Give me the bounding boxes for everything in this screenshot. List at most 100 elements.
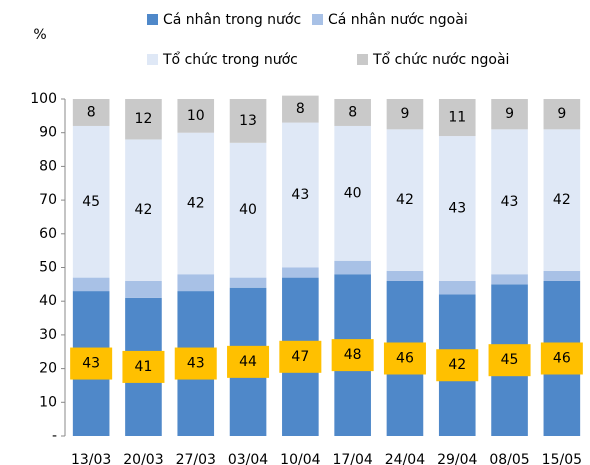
bar-segment bbox=[386, 99, 424, 130]
x-tick-label: 15/05 bbox=[542, 452, 582, 465]
y-tick-label: 10 bbox=[39, 394, 57, 410]
bar-segment bbox=[229, 142, 267, 278]
x-tick-label: 29/04 bbox=[437, 452, 477, 465]
value-label: 41 bbox=[135, 359, 153, 375]
bar-segment bbox=[125, 139, 162, 281]
bar-segment bbox=[438, 136, 476, 281]
value-label-box bbox=[227, 345, 270, 378]
bar-segment bbox=[334, 260, 371, 275]
value-label-box bbox=[436, 349, 479, 382]
x-tick-label: 24/04 bbox=[385, 452, 425, 465]
value-label: 43 bbox=[501, 194, 519, 210]
value-label-box bbox=[70, 347, 113, 380]
value-label: 42 bbox=[187, 195, 205, 211]
y-tick-label: 20 bbox=[39, 361, 57, 377]
value-label: 48 bbox=[344, 347, 362, 363]
value-label: 8 bbox=[348, 104, 357, 120]
value-label: 45 bbox=[501, 352, 519, 368]
legend-swatch bbox=[312, 14, 323, 25]
value-label: 40 bbox=[239, 202, 257, 218]
value-label: 9 bbox=[505, 106, 514, 122]
value-label-box bbox=[122, 350, 165, 383]
legend-label: Tổ chức nước ngoài bbox=[372, 51, 509, 68]
bar-segment bbox=[72, 99, 110, 126]
value-label: 10 bbox=[187, 108, 205, 124]
bar-segment bbox=[543, 129, 581, 271]
bar-segment bbox=[229, 277, 267, 288]
x-tick-label: 20/03 bbox=[123, 452, 163, 465]
y-tick-label: 40 bbox=[39, 293, 57, 309]
y-tick-label: 70 bbox=[39, 192, 57, 208]
value-label-box bbox=[540, 342, 583, 375]
bar-segment bbox=[72, 125, 110, 278]
value-label: 42 bbox=[553, 192, 571, 208]
y-tick-label: 90 bbox=[39, 125, 57, 141]
legend-label: Tổ chức trong nước bbox=[162, 51, 298, 68]
bar-segment bbox=[543, 270, 581, 281]
value-label: 40 bbox=[344, 185, 362, 201]
bar-segment bbox=[125, 99, 162, 140]
bar-segment bbox=[229, 99, 267, 143]
value-label: 11 bbox=[448, 110, 466, 126]
legend-label: Cá nhân trong nước bbox=[163, 12, 301, 28]
value-label: 43 bbox=[291, 187, 309, 203]
value-label: 13 bbox=[239, 113, 257, 129]
x-tick-label: 10/04 bbox=[280, 452, 320, 465]
bar-segment bbox=[438, 280, 476, 295]
value-label: 8 bbox=[296, 101, 305, 117]
value-label-box bbox=[383, 342, 426, 375]
bar-segment bbox=[282, 267, 319, 278]
value-label-box bbox=[488, 344, 531, 377]
bar-segment bbox=[334, 99, 371, 126]
value-label: 45 bbox=[82, 194, 100, 210]
y-axis-label: % bbox=[33, 27, 46, 43]
bar-segment bbox=[334, 125, 371, 261]
y-tick-label: - bbox=[52, 428, 57, 444]
value-label: 43 bbox=[448, 201, 466, 217]
x-tick-label: 13/03 bbox=[71, 452, 111, 465]
value-label-box bbox=[174, 347, 217, 380]
bar-segment bbox=[491, 274, 528, 285]
bar-segment bbox=[543, 99, 581, 130]
bar-segment bbox=[386, 129, 424, 271]
bar-segment bbox=[125, 280, 162, 298]
x-tick-label: 08/05 bbox=[489, 452, 529, 465]
value-label: 47 bbox=[291, 349, 309, 365]
bar-segment bbox=[491, 129, 528, 275]
value-label: 8 bbox=[87, 104, 96, 120]
bar-segment bbox=[177, 132, 215, 275]
value-label: 42 bbox=[135, 202, 153, 218]
legend-swatch bbox=[147, 54, 158, 65]
y-tick-label: 30 bbox=[39, 327, 57, 343]
x-tick-label: 27/03 bbox=[176, 452, 216, 465]
bar-segment bbox=[282, 95, 319, 123]
x-tick-label: 03/04 bbox=[228, 452, 268, 465]
bar-segment bbox=[386, 270, 424, 281]
value-label: 43 bbox=[187, 356, 205, 372]
bar-segment bbox=[282, 122, 319, 268]
x-tick-label: 17/04 bbox=[332, 452, 372, 465]
value-label: 44 bbox=[239, 354, 257, 370]
value-label: 43 bbox=[82, 356, 100, 372]
value-label-box bbox=[279, 340, 322, 373]
bar-segment bbox=[72, 277, 110, 292]
y-tick-label: 60 bbox=[39, 226, 57, 242]
bar-segment bbox=[177, 274, 215, 292]
legend-swatch bbox=[357, 54, 368, 65]
value-label: 9 bbox=[400, 106, 409, 122]
legend-label: Cá nhân nước ngoài bbox=[328, 12, 468, 28]
y-tick-label: 100 bbox=[30, 91, 57, 107]
y-tick-label: 50 bbox=[39, 260, 57, 276]
value-label: 9 bbox=[557, 106, 566, 122]
bar-segment bbox=[177, 99, 215, 133]
bar-segment bbox=[491, 99, 528, 130]
value-label: 42 bbox=[448, 357, 466, 373]
value-label: 46 bbox=[396, 350, 414, 366]
legend-swatch bbox=[147, 14, 158, 25]
value-label: 42 bbox=[396, 192, 414, 208]
y-tick-label: 80 bbox=[39, 158, 57, 174]
value-label: 12 bbox=[135, 111, 153, 127]
bar-segment bbox=[438, 99, 476, 137]
value-label-box bbox=[331, 339, 374, 372]
